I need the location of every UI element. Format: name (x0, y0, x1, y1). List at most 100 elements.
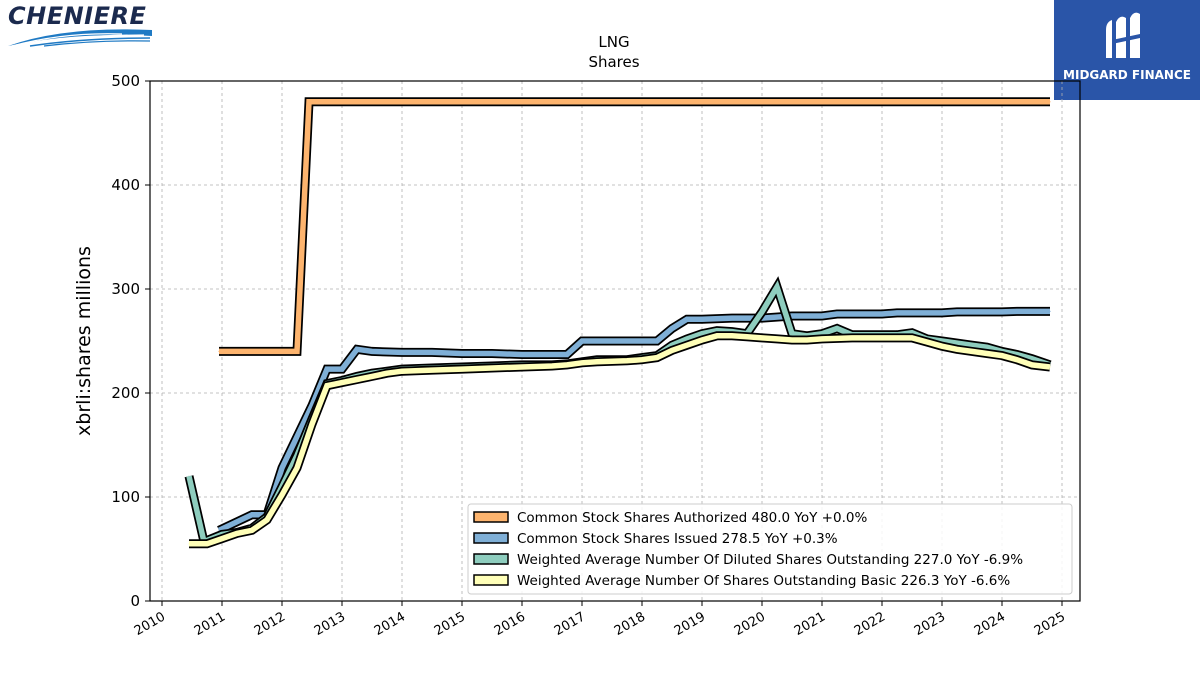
data-point (1016, 359, 1018, 361)
legend-label: Common Stock Shares Issued 278.5 YoY +0.… (517, 531, 838, 547)
x-tick-label: 2019 (672, 609, 708, 639)
data-point (716, 330, 718, 332)
legend-label: Common Stock Shares Authorized 480.0 YoY… (517, 510, 867, 526)
data-point (806, 339, 808, 341)
series-2 (217, 306, 1051, 535)
data-point (521, 353, 523, 356)
data-point (218, 350, 220, 352)
data-point (1049, 101, 1051, 103)
data-point (971, 311, 973, 313)
data-point (611, 340, 613, 342)
data-point (281, 467, 283, 469)
data-point (986, 346, 988, 348)
x-tick-label: 2020 (732, 609, 768, 639)
x-tick-label: 2017 (552, 609, 588, 639)
data-point (371, 375, 373, 377)
legend-box (467, 503, 1073, 595)
data-point (356, 348, 358, 350)
data-point (896, 337, 898, 339)
x-tick-label: 2015 (432, 609, 468, 639)
y-axis: 0 100 200 300 400 500 (111, 72, 150, 610)
data-point (311, 423, 313, 425)
data-point (461, 352, 463, 355)
data-point (911, 332, 913, 334)
data-point (776, 338, 778, 340)
x-tick-label: 2013 (312, 609, 348, 639)
x-tick-label: 2022 (852, 609, 888, 639)
data-point (716, 335, 718, 337)
data-point (251, 514, 253, 516)
data-point (641, 340, 643, 342)
data-point (311, 404, 313, 407)
data-point (1031, 358, 1033, 360)
x-axis: 2010 2011 2012 2013 2014 2015 2016 2017 2018 2019… (132, 601, 1068, 639)
data-point (206, 543, 208, 545)
x-tick-label: 2011 (192, 609, 228, 639)
data-point (1001, 311, 1003, 313)
x-tick-label: 2025 (1032, 609, 1068, 639)
data-point (956, 342, 958, 344)
data-point (941, 340, 943, 342)
data-point (626, 360, 628, 362)
data-point (551, 353, 553, 356)
plot-frame (149, 80, 1081, 602)
data-point (671, 344, 673, 346)
chart-title: LNG (598, 33, 630, 51)
legend: Common Stock Shares Authorized 480.0 YoY… (467, 503, 1073, 595)
cheniere-logo: CHENIERE (4, 2, 156, 50)
y-tick-label: 100 (111, 488, 140, 506)
data-point (911, 312, 913, 314)
data-point (566, 353, 568, 356)
y-tick-label: 400 (111, 176, 140, 194)
data-point (686, 338, 688, 340)
data-point (341, 382, 343, 384)
data-point (791, 333, 793, 335)
data-point (281, 494, 283, 496)
data-point (926, 341, 928, 343)
data-point (461, 368, 463, 370)
legend-swatch (473, 553, 509, 565)
legend-item: Common Stock Shares Issued 278.5 YoY +0.… (473, 531, 838, 547)
data-point (1016, 353, 1018, 356)
data-point (761, 311, 763, 313)
data-point (1031, 364, 1033, 366)
legend-item: Weighted Average Number Of Diluted Share… (473, 552, 1023, 568)
x-tick-label: 2010 (132, 609, 168, 639)
data-point (761, 337, 763, 339)
data-point (851, 337, 853, 339)
data-point (941, 312, 943, 314)
data-point (881, 337, 883, 339)
data-point (1001, 355, 1003, 357)
x-tick-label: 2012 (252, 609, 288, 639)
legend-swatch (473, 511, 509, 523)
series-line (219, 99, 1050, 355)
data-point (836, 313, 838, 315)
data-point (401, 370, 403, 372)
x-tick-label: 2018 (612, 609, 648, 639)
data-point (956, 311, 958, 313)
data-point (746, 336, 748, 338)
data-point (731, 335, 733, 337)
legend-label: Weighted Average Number Of Shares Outsta… (517, 573, 1010, 589)
y-tick-label: 0 (130, 592, 140, 610)
midgard-logo-text: MIDGARD FINANCE (1063, 68, 1191, 82)
data-point (326, 368, 328, 370)
data-point (236, 532, 238, 535)
y-axis-label: xbrli:shares millions (73, 246, 95, 436)
data-point (821, 338, 823, 340)
data-point (821, 315, 823, 317)
data-point (941, 345, 943, 347)
data-point (326, 385, 328, 387)
data-point (641, 359, 643, 361)
data-point (521, 366, 523, 368)
data-point (851, 313, 853, 315)
data-point (491, 352, 493, 355)
data-point (341, 368, 343, 370)
data-point (596, 361, 598, 363)
legend-item: Common Stock Shares Authorized 480.0 YoY… (473, 510, 867, 526)
data-point (956, 348, 958, 350)
data-point (188, 543, 190, 545)
data-point (821, 333, 823, 335)
data-point (656, 357, 658, 359)
